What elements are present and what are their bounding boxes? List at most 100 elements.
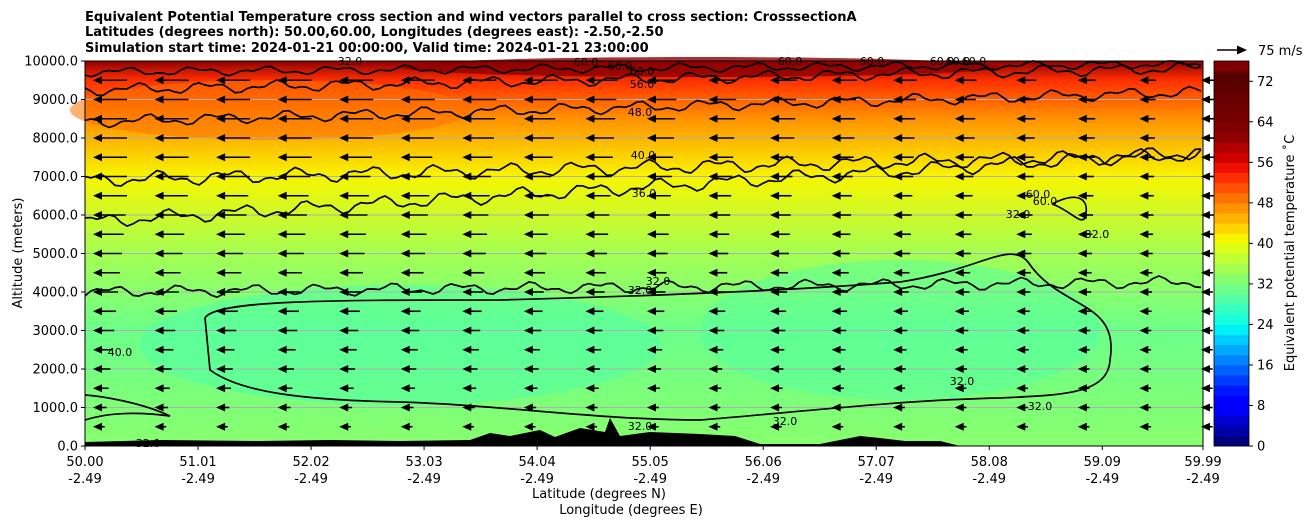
wind-arrow-head (1139, 384, 1149, 393)
wind-arrow-head (93, 153, 102, 162)
wind-arrow-head (216, 95, 226, 104)
wind-arrow-head (523, 268, 533, 277)
wind-arrow-head (339, 76, 349, 85)
wind-arrow-head (154, 249, 164, 258)
wind-arrow-head (523, 134, 533, 142)
colorbar-band (1214, 152, 1249, 163)
wind-arrow-head (1139, 249, 1149, 258)
colorbar-band (1214, 344, 1249, 356)
wind-arrow-head (1016, 288, 1026, 296)
wind-arrow-head (708, 288, 718, 296)
wind-arrow-head (708, 114, 718, 123)
wind-arrow-head (1077, 95, 1087, 104)
wind-arrow-head (1077, 365, 1087, 373)
wind-arrow-head (585, 403, 595, 412)
colorbar-band (1214, 81, 1249, 92)
wind-arrow-head (462, 384, 472, 393)
wind-arrow-head (770, 95, 780, 104)
colorbar-tick-label: 40 (1257, 237, 1274, 252)
wind-arrow-head (1077, 307, 1087, 316)
terrain (85, 418, 960, 446)
wind-arrow-head (1200, 345, 1210, 354)
contour-labels: 32.032.032.032.032.032.032.032.032.032.0… (108, 55, 1110, 450)
wind-arrow-head (462, 76, 472, 85)
wind-arrow-head (216, 114, 226, 123)
wind-arrow-head (893, 384, 903, 393)
wind-arrow-head (893, 345, 903, 354)
wind-arrow-head (462, 345, 472, 354)
wind-arrow-head (339, 211, 349, 219)
wind-arrow-head (1077, 172, 1087, 181)
contour-label: 32.0 (628, 420, 653, 433)
wind-arrow-head (708, 76, 718, 85)
contour-line-60.0 (84, 60, 1202, 78)
wind-arrow-head (954, 230, 964, 239)
wind-arrow-head (400, 76, 410, 85)
wind-arrow-head (1016, 211, 1026, 219)
wind-arrow-head (462, 403, 472, 412)
wind-arrow-head (339, 134, 349, 142)
wind-arrow-head (1139, 365, 1149, 373)
wind-arrow-head (1200, 191, 1210, 200)
wind-arrow-head (339, 172, 349, 181)
plot-area: 32.032.032.032.032.032.032.032.032.032.0… (70, 55, 1216, 450)
wind-arrow-head (400, 403, 410, 412)
wind-arrow-head (216, 172, 226, 181)
wind-arrow-head (277, 365, 287, 373)
wind-arrow-head (339, 114, 349, 123)
colorbar: 0 8 16 24 32 40 48 56 64 72 Equivalent potential … (1213, 60, 1298, 455)
wind-arrow-head (831, 345, 841, 354)
colorbar-band (1214, 121, 1249, 133)
wind-arrow-head (585, 191, 595, 200)
wind-arrow-head (93, 134, 102, 142)
colorbar-band (1214, 283, 1249, 295)
wind-arrow-head (954, 153, 964, 162)
wind-arrow-head (770, 288, 780, 296)
wind-arrow-head (770, 230, 780, 239)
wind-arrow-head (831, 172, 841, 181)
y-tick-label: 2000.0 (33, 363, 79, 378)
wind-arrow-head (339, 307, 349, 316)
x-tick-label-lat: 53.03 (405, 455, 442, 470)
wind-arrow-head (585, 384, 595, 393)
wind-arrow-head (154, 134, 164, 142)
wind-arrow-head (1077, 384, 1087, 393)
wind-arrow-head (646, 172, 656, 181)
wind-arrow-head (523, 191, 533, 200)
wind-arrow-head (954, 422, 964, 431)
x-tick-label-lon: -2.49 (407, 472, 441, 487)
wind-arrow-head (954, 365, 964, 373)
x-axis-label-latitude: Latitude (degrees N) (532, 487, 666, 502)
wind-arrow-head (400, 134, 410, 142)
wind-arrow-head (93, 76, 102, 85)
wind-arrow-head (770, 191, 780, 200)
wind-arrow-head (1200, 403, 1210, 412)
colorbar-band (1214, 223, 1249, 234)
contour-label: 60.0 (1026, 188, 1051, 201)
colorbar-band (1214, 385, 1249, 396)
wind-arrow-head (1016, 191, 1026, 200)
colorbar-label: Equivalent potential temperature ˚C (1282, 135, 1298, 371)
wind-arrow-head (93, 403, 102, 412)
wind-arrow-head (277, 191, 287, 200)
x-tick-label-lat: 58.08 (971, 455, 1008, 470)
wind-arrow-head (277, 114, 287, 123)
wind-arrow-head (708, 268, 718, 277)
colorbar-band (1214, 435, 1249, 447)
wind-arrow-head (1077, 76, 1087, 85)
wind-arrow-head (523, 211, 533, 219)
wind-arrow-head (1139, 307, 1149, 316)
wind-arrow-head (462, 288, 472, 296)
quiver-key-label: 75 m/s (1258, 44, 1303, 59)
colorbar-tick-label: 56 (1257, 156, 1274, 171)
x-tick-label-lon: -2.49 (746, 472, 780, 487)
wind-arrow-head (1077, 288, 1087, 296)
wind-arrow-head (339, 153, 349, 162)
wind-arrow-head (339, 268, 349, 277)
wind-arrow-head (646, 422, 656, 431)
colorbar-band (1214, 101, 1249, 113)
colorbar-band (1214, 395, 1249, 406)
wind-arrow-head (339, 365, 349, 373)
wind-arrow-head (462, 153, 472, 162)
